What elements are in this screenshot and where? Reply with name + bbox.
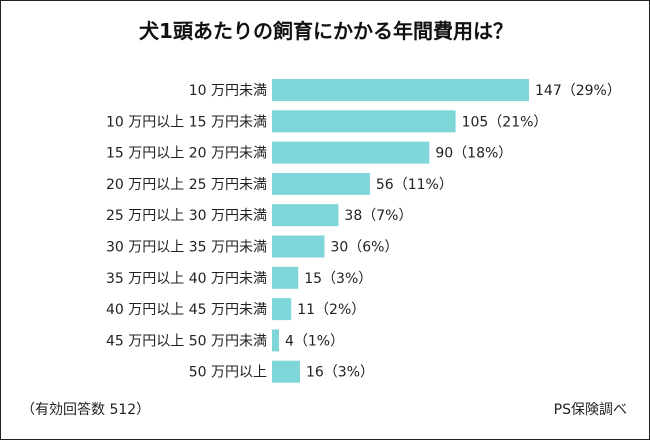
value-label: 15（3%）: [304, 271, 372, 287]
value-label: 90（18%）: [435, 146, 512, 162]
bar: [272, 172, 370, 195]
bar: [272, 235, 325, 258]
category-label: 20 万円以上 25 万円未満: [106, 177, 267, 193]
category-label: 30 万円以上 35 万円未満: [106, 240, 267, 256]
bar: [272, 110, 456, 133]
value-label: 147（29%）: [535, 83, 621, 99]
category-label: 40 万円以上 45 万円未満: [106, 302, 267, 318]
bar: [272, 141, 430, 164]
bar: [272, 266, 299, 289]
value-label: 11（2%）: [297, 302, 365, 318]
bar: [272, 204, 339, 227]
category-label: 25 万円以上 30 万円未満: [106, 208, 267, 224]
category-label: 10 万円以上 15 万円未満: [106, 114, 267, 130]
category-label: 50 万円以上: [189, 365, 267, 381]
value-label: 105（21%）: [462, 114, 548, 130]
category-label: 15 万円以上 20 万円未満: [106, 146, 267, 162]
bar: [272, 298, 292, 321]
value-label: 38（7%）: [344, 208, 412, 224]
chart-title: 犬1頭あたりの飼育にかかる年間費用は？: [139, 19, 513, 43]
source-note: PS保険調べ: [553, 402, 627, 418]
value-label: 4（1%）: [285, 333, 344, 349]
bar: [272, 79, 529, 101]
value-label: 56（11%）: [376, 177, 453, 193]
sample-size-note: （有効回答数 512）: [21, 402, 151, 418]
bar: [272, 329, 279, 352]
value-label: 16（3%）: [306, 365, 374, 381]
value-label: 30（6%）: [330, 240, 398, 256]
category-label: 35 万円以上 40 万円未満: [106, 271, 267, 287]
category-label: 45 万円以上 50 万円未満: [106, 333, 267, 349]
bar: [272, 360, 300, 383]
category-label: 10 万円未満: [189, 83, 267, 99]
